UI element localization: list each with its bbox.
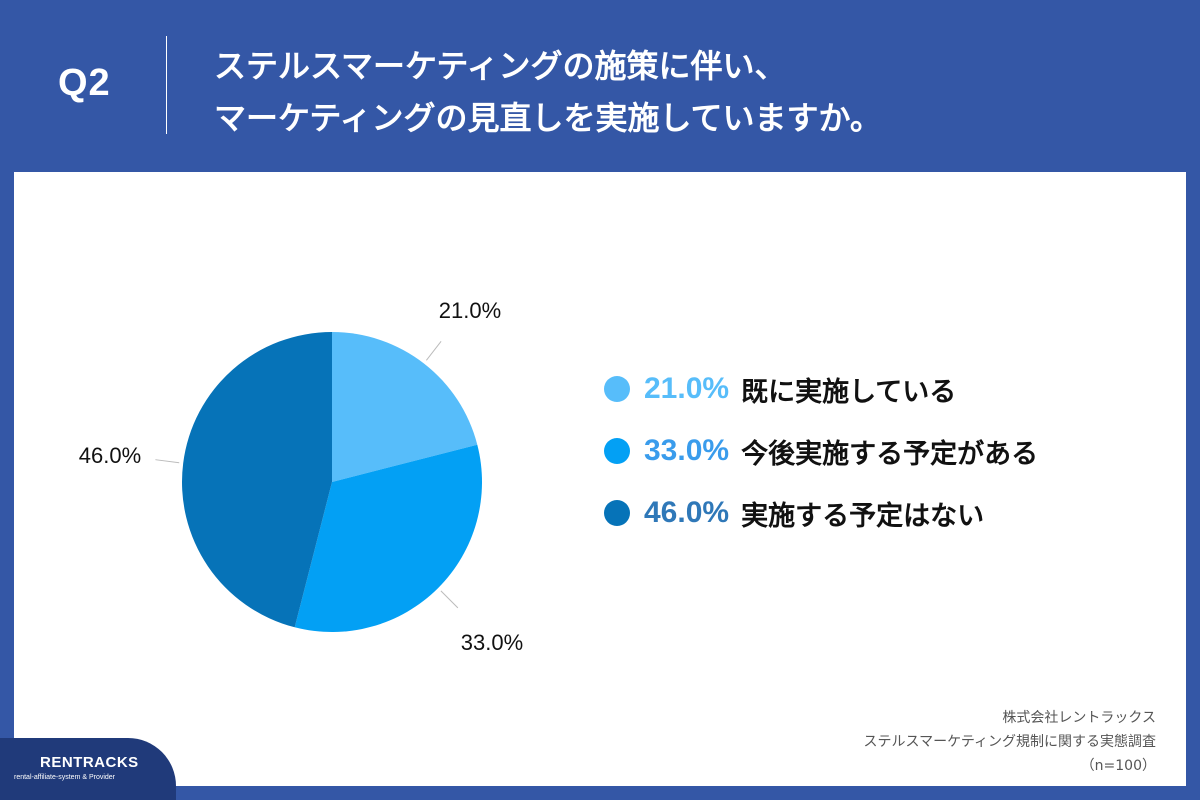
legend-percent-2: 33.0% (644, 434, 730, 467)
legend-label-3: 実施する予定はない (741, 500, 985, 532)
leader-line-2 (440, 590, 459, 609)
question-title-line-2: マーケティングの見直しを実施していますか。 (214, 99, 882, 137)
legend-label-2: 今後実施する予定がある (741, 438, 1039, 470)
legend-dot-1 (604, 376, 630, 402)
question-number: Q2 (58, 62, 111, 104)
logo-wordmark: RENTRACKS (40, 754, 139, 771)
pie-chart: 21.0% 33.0% 46.0% (79, 298, 523, 655)
legend-item-2: 33.0% 今後実施する予定がある (604, 431, 1038, 471)
pie-slice-3 (181, 332, 332, 628)
header: Q2 ステルスマーケティングの施策に伴い、 マーケティングの見直しを実施していま… (0, 0, 1200, 170)
legend-dot-2 (604, 438, 630, 464)
legend-label-1: 既に実施している (741, 376, 957, 408)
pie-slice-2 (294, 444, 482, 632)
source-survey: ステルスマーケティング規制に関する実態調査 (863, 734, 1156, 750)
chart-card: 21.0% 33.0% 46.0% 21.0% 既に実施している 33.0% 今後実… (14, 172, 1186, 786)
leader-line-3 (155, 459, 180, 464)
slice-label-1: 21.0% (439, 298, 501, 323)
source-sample-size: （n=100） (1080, 758, 1156, 774)
legend-percent-1: 21.0% (644, 372, 730, 405)
legend-percent-3: 46.0% (644, 496, 730, 529)
question-title: ステルスマーケティングの施策に伴い、 マーケティングの見直しを実施していますか。 (214, 40, 882, 144)
leader-line-1 (425, 341, 442, 361)
source-note: 株式会社レントラックス ステルスマーケティング規制に関する実態調査 （n=100… (864, 706, 1156, 778)
source-company: 株式会社レントラックス (1002, 710, 1156, 726)
slice-label-2: 33.0% (461, 630, 523, 655)
slice-label-3: 46.0% (79, 443, 141, 468)
rentracks-logo: RENTRACKS rental-affiliate-system & Prov… (0, 738, 176, 800)
pie-slice-1 (332, 332, 478, 482)
legend-dot-3 (604, 500, 630, 526)
legend-item-1: 21.0% 既に実施している (604, 369, 1038, 409)
question-title-line-1: ステルスマーケティングの施策に伴い、 (214, 47, 787, 85)
legend: 21.0% 既に実施している 33.0% 今後実施する予定がある 46.0% 実… (604, 369, 1038, 555)
logo-tagline: rental-affiliate-system & Provider (14, 774, 116, 781)
header-divider (166, 36, 167, 134)
legend-item-3: 46.0% 実施する予定はない (604, 493, 1038, 533)
